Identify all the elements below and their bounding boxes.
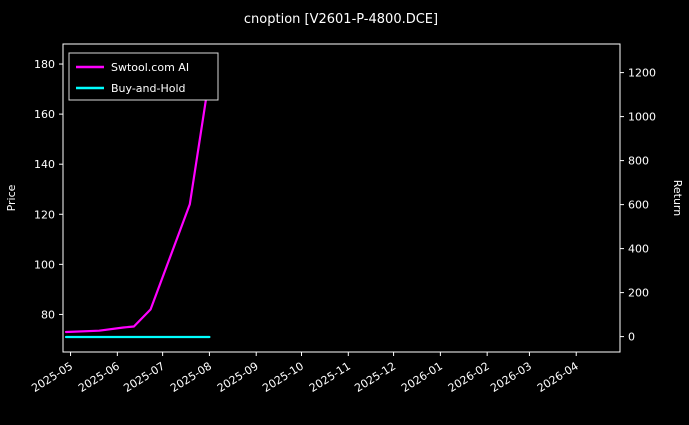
left-axis-ticks: 80 100 120 140 160 180	[34, 58, 63, 321]
right-tick-label: 200	[628, 287, 649, 300]
right-tick-label: 400	[628, 243, 649, 256]
plot-border	[62, 43, 621, 353]
series-lines	[64, 95, 211, 339]
right-tick-label: 800	[628, 155, 649, 168]
legend-box	[68, 52, 219, 101]
right-axis-label: Return	[671, 180, 684, 217]
left-tick-label: 140	[34, 158, 55, 171]
right-axis-ticks: 0 200 400 600 800 1000 1200	[620, 67, 656, 344]
series-line-swtool-com-ai	[64, 95, 208, 334]
left-tick-label: 80	[41, 308, 55, 321]
legend-label-swtool-com-ai: Swtool.com AI	[111, 61, 189, 74]
chart-title: cnoption [V2601-P-4800.DCE]	[244, 12, 438, 27]
right-tick-label: 1200	[628, 67, 656, 80]
left-tick-label: 100	[34, 258, 55, 271]
legend: Swtool.com AI Buy-and-Hold	[68, 52, 219, 101]
right-tick-label: 0	[628, 331, 635, 344]
right-tick-label: 600	[628, 199, 649, 212]
legend-label-buy-and-hold: Buy-and-Hold	[111, 82, 186, 95]
left-tick-label: 180	[34, 58, 55, 71]
left-axis-label: Price	[5, 184, 18, 211]
left-tick-label: 120	[34, 208, 55, 221]
left-tick-label: 160	[34, 108, 55, 121]
right-tick-label: 1000	[628, 111, 656, 124]
